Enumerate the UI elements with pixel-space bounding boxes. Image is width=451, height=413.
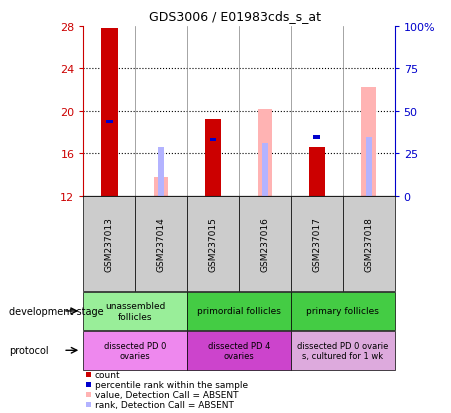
Text: value, Detection Call = ABSENT: value, Detection Call = ABSENT xyxy=(95,390,238,399)
Bar xyxy=(258,109,272,196)
Text: GSM237015: GSM237015 xyxy=(209,216,217,271)
Bar xyxy=(366,138,372,196)
Text: primordial follicles: primordial follicles xyxy=(197,307,281,316)
Text: unassembled
follicles: unassembled follicles xyxy=(105,301,166,321)
Bar xyxy=(308,147,325,196)
Bar xyxy=(106,120,113,124)
Bar xyxy=(206,121,221,196)
Text: rank, Detection Call = ABSENT: rank, Detection Call = ABSENT xyxy=(95,400,234,409)
Text: GSM237017: GSM237017 xyxy=(313,216,321,271)
Text: development stage: development stage xyxy=(9,306,104,316)
Bar xyxy=(154,177,169,196)
Text: GSM237013: GSM237013 xyxy=(105,216,114,271)
Text: GDS3006 / E01983cds_s_at: GDS3006 / E01983cds_s_at xyxy=(148,10,321,23)
Bar xyxy=(101,29,118,196)
Bar xyxy=(210,141,216,196)
Bar xyxy=(361,88,376,196)
Bar xyxy=(158,147,164,196)
Text: count: count xyxy=(95,370,120,380)
Bar xyxy=(262,143,268,196)
Bar xyxy=(210,138,216,142)
Text: GSM237018: GSM237018 xyxy=(364,216,373,271)
Text: dissected PD 0
ovaries: dissected PD 0 ovaries xyxy=(104,341,166,360)
Text: dissected PD 4
ovaries: dissected PD 4 ovaries xyxy=(208,341,270,360)
Text: protocol: protocol xyxy=(9,345,49,356)
Text: dissected PD 0 ovarie
s, cultured for 1 wk: dissected PD 0 ovarie s, cultured for 1 … xyxy=(297,341,388,360)
Bar xyxy=(313,136,320,140)
Text: GSM237014: GSM237014 xyxy=(157,216,166,271)
Text: GSM237016: GSM237016 xyxy=(261,216,269,271)
Bar xyxy=(205,120,221,196)
Text: primary follicles: primary follicles xyxy=(306,307,379,316)
Text: percentile rank within the sample: percentile rank within the sample xyxy=(95,380,248,389)
